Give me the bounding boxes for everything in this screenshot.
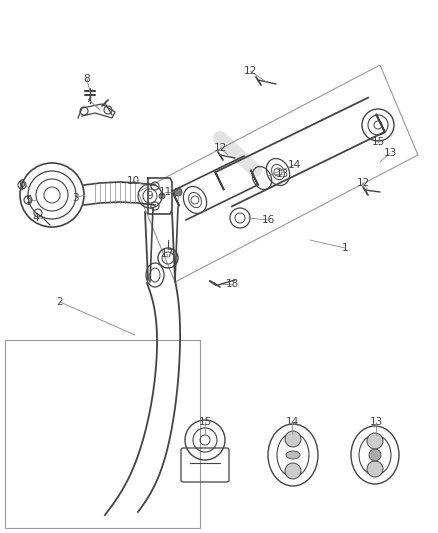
Text: 6: 6 xyxy=(19,179,25,189)
Text: 8: 8 xyxy=(84,74,90,84)
Text: 12: 12 xyxy=(357,178,370,188)
Text: 16: 16 xyxy=(261,215,275,225)
Text: 13: 13 xyxy=(276,169,289,179)
Text: 1: 1 xyxy=(342,243,348,253)
Circle shape xyxy=(369,449,381,461)
Text: 13: 13 xyxy=(383,148,397,158)
Circle shape xyxy=(367,433,383,449)
Text: 13: 13 xyxy=(369,417,383,427)
Text: 3: 3 xyxy=(72,193,78,203)
Text: 17: 17 xyxy=(160,249,173,259)
Text: 12: 12 xyxy=(213,143,226,153)
Circle shape xyxy=(159,193,165,199)
Text: 12: 12 xyxy=(244,66,257,76)
Ellipse shape xyxy=(286,451,300,459)
Text: 11: 11 xyxy=(159,187,172,197)
Circle shape xyxy=(285,431,301,447)
Text: 9: 9 xyxy=(147,191,153,201)
Circle shape xyxy=(367,461,383,477)
Text: 14: 14 xyxy=(287,160,300,170)
Text: 5: 5 xyxy=(25,195,31,205)
Text: 2: 2 xyxy=(57,297,64,307)
Circle shape xyxy=(174,188,182,196)
Text: 14: 14 xyxy=(286,417,299,427)
Text: 15: 15 xyxy=(371,137,385,147)
Text: 10: 10 xyxy=(127,176,140,186)
Circle shape xyxy=(285,463,301,479)
Text: 7: 7 xyxy=(85,94,91,104)
Text: 15: 15 xyxy=(198,417,212,427)
Text: 4: 4 xyxy=(33,213,39,223)
Text: 18: 18 xyxy=(226,279,239,289)
